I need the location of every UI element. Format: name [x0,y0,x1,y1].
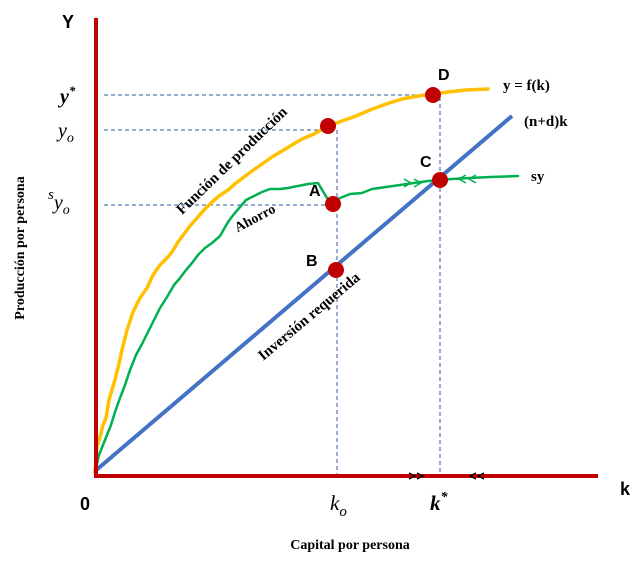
point-c-marker [432,172,448,188]
arrow-right-icon [416,472,425,480]
point-b-label: B [306,253,318,270]
point-d-marker [425,87,441,103]
tick-k-star: k* [430,490,449,515]
x-axis-title: Capital por persona [290,538,410,553]
convergence-arrows [403,174,477,188]
equilibrium-points [320,87,448,278]
arrow-right-icon [403,178,413,188]
point-b-marker [328,262,344,278]
arrow-right-icon [413,178,423,188]
y-axis-letter: Y [62,12,74,32]
investment-line [92,114,514,474]
origin-label: 0 [80,494,90,514]
point-a-marker [325,196,341,212]
arrow-left-icon [476,472,485,480]
point-a-label: A [309,183,321,200]
production-curve [93,87,490,474]
k-star-arrows [408,472,485,480]
savings-curve [93,174,520,474]
legend-investment: (n+d)k [524,114,568,130]
production-curve-name: Función de producción [174,104,292,218]
point-c-label: C [420,154,432,171]
guide-lines [104,94,441,476]
arrow-left-icon [468,472,477,480]
legend-savings: sy [531,169,545,185]
tick-y-o: yo [56,120,74,146]
point-yo-marker [320,118,336,134]
arrow-right-icon [408,472,417,480]
tick-sy-o: syo [48,187,70,218]
tick-k-o: ko [330,491,347,520]
x-axis-letter: k [620,479,631,499]
arrow-left-icon [457,174,467,184]
legend-production: y = f(k) [503,78,550,94]
point-d-label: D [438,67,450,84]
investment-line-name: Inversión requerida [255,269,363,364]
tick-y-star: y* [58,83,76,108]
y-axis-title: Producción por persona [13,176,28,319]
arrow-left-icon [467,174,477,184]
